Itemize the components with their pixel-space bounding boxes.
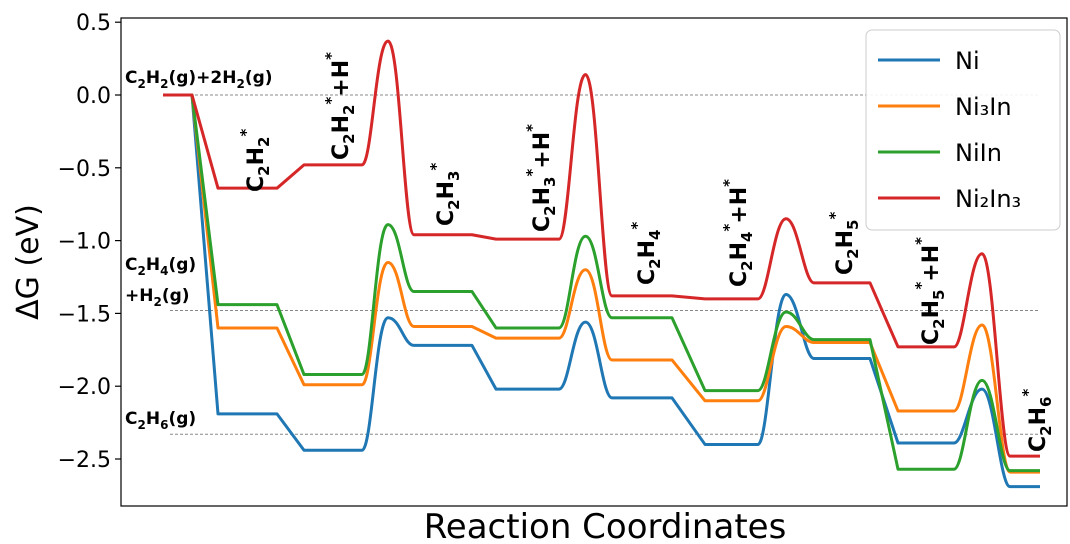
y-axis-ticks: 0.5 0.0 −0.5 −1.0 −1.5 −2.0 −2.5 — [58, 11, 121, 473]
annotation-c2h6: C2H6* — [1019, 389, 1055, 452]
y-tick-label: −2.5 — [58, 448, 111, 473]
annotation-c2h3: C2H3* — [427, 163, 463, 226]
svg-text:C2H3*+H*: C2H3*+H* — [523, 124, 559, 232]
legend-label: Ni — [955, 47, 980, 75]
svg-text:C2H6(g): C2H6(g) — [125, 409, 196, 432]
annotation-c2h2-h: C2H2*+H* — [322, 52, 358, 160]
series-line-3 — [163, 39, 1040, 458]
svg-text:C2H2*: C2H2* — [237, 129, 273, 192]
svg-text:C2H3*: C2H3* — [427, 163, 463, 226]
y-tick-label: −2.0 — [58, 375, 111, 400]
annotation-c2h2: C2H2* — [237, 129, 273, 192]
svg-text:C2H6*: C2H6* — [1019, 389, 1055, 452]
annotation-c2h3-h: C2H3*+H* — [523, 124, 559, 232]
svg-text:C2H4*: C2H4* — [628, 222, 664, 285]
reference-label-c2h6: C2H6(g) — [125, 409, 196, 432]
svg-text:C2H5*+H*: C2H5*+H* — [912, 237, 948, 345]
y-tick-label: −1.0 — [58, 230, 111, 255]
series-line-0 — [163, 93, 1040, 489]
legend-label: Ni₂In₃ — [955, 185, 1021, 213]
series-line-2 — [163, 93, 1040, 473]
svg-text:C2H4(g): C2H4(g) — [125, 255, 196, 278]
reference-label-c2h4: C2H4(g) +H2(g) — [125, 255, 196, 309]
annotation-c2h4: C2H4* — [628, 222, 664, 285]
y-tick-label: −1.5 — [58, 302, 111, 327]
legend-label: Ni₃In — [955, 93, 1012, 121]
legend-label: NiIn — [955, 139, 1002, 167]
svg-text:C2H5*: C2H5* — [826, 212, 862, 275]
annotation-c2h5-h: C2H5*+H* — [912, 237, 948, 345]
annotation-c2h5: C2H5* — [826, 212, 862, 275]
svg-text:C2H2*+H*: C2H2*+H* — [322, 52, 358, 160]
y-axis-label: ΔG (eV) — [11, 204, 46, 320]
legend: Ni Ni₃In NiIn Ni₂In₃ — [865, 29, 1061, 231]
y-tick-label: −0.5 — [58, 157, 111, 182]
plot-frame — [120, 17, 1068, 507]
y-tick-label: 0.0 — [76, 84, 111, 109]
x-axis-label: Reaction Coordinates — [424, 507, 787, 544]
svg-text:C2H2(g)+2H2(g): C2H2(g)+2H2(g) — [125, 68, 273, 91]
svg-text:C2H4*+H*: C2H4*+H* — [720, 179, 756, 287]
annotation-c2h4-h: C2H4*+H* — [720, 179, 756, 287]
series-lines — [163, 39, 1040, 489]
y-tick-label: 0.5 — [76, 11, 111, 36]
reference-label-c2h2: C2H2(g)+2H2(g) — [125, 68, 273, 91]
series-line-1 — [163, 93, 1040, 474]
svg-text:+H2(g): +H2(g) — [125, 286, 190, 309]
legend-box — [865, 29, 1061, 231]
